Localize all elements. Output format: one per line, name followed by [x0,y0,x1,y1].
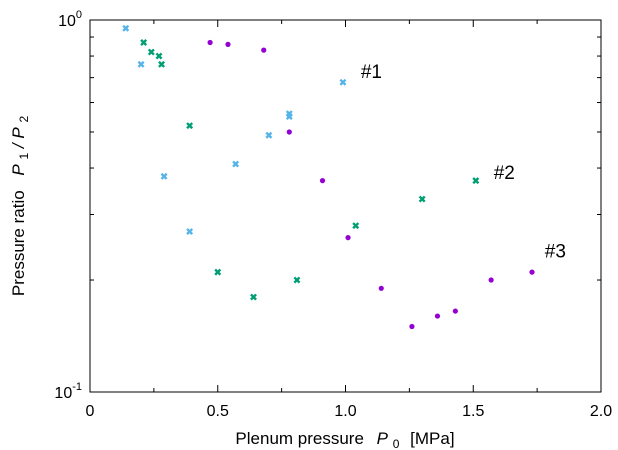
data-point-series-2 [418,195,426,203]
data-point-series-2 [250,293,257,301]
data-point-series-3 [452,308,458,314]
x-axis-title-prefix: Plenum pressure [235,429,364,448]
data-point-series-3 [378,285,384,291]
data-point-series-2 [147,48,155,56]
data-point-series-1 [232,160,240,168]
data-point-series-3 [488,277,494,283]
y-axis-slash: / [9,141,28,149]
data-point-series-2 [352,222,360,230]
data-point-series-3 [345,235,351,241]
series-label-3: #3 [545,242,566,263]
data-point-series-2 [158,60,165,68]
axis-ticks [89,19,602,393]
series-label-2: #2 [494,163,515,184]
data-point-series-3 [261,47,267,53]
series-label-1: #1 [361,62,382,83]
data-point-series-1 [339,78,347,86]
y-tick-exponent: -1 [72,381,82,393]
data-point-series-3 [434,313,441,319]
x-axis-subscript: 0 [393,437,400,450]
data-point-series-2 [155,52,163,60]
y-tick-label: 100 [58,9,82,30]
data-point-series-3 [225,41,231,47]
y-tick-exponent: 0 [76,9,82,21]
data-point-series-3 [409,323,415,330]
data-point-series-3 [529,269,535,275]
y-axis-title: Pressure ratio P 1 / P 2 [9,116,32,297]
data-point-series-1 [265,131,273,139]
y-tick-base: 10 [58,13,76,30]
series-labels: #1 #2 #3 [361,62,566,263]
x-tick-label: 1.0 [334,403,356,420]
y-axis-symbol-a: P [9,164,28,176]
data-point-series-2 [186,122,194,130]
y-axis-subscript-a: 1 [17,153,31,160]
data-point-series-2 [214,268,222,276]
data-point-series-3 [319,178,326,184]
x-axis-title: Plenum pressure P 0 [MPa] [235,429,454,450]
data-point-series-1 [285,110,293,118]
plot-frame [89,19,602,393]
data-point-series-2 [140,39,148,46]
y-axis-symbol-b: P [9,127,28,139]
y-axis-title-prefix: Pressure ratio [9,190,28,296]
data-point-series-1 [137,60,145,68]
x-axis-symbol: P [377,429,389,448]
x-tick-label: 1.5 [462,403,484,420]
data-points [122,24,535,330]
data-point-series-3 [286,129,292,135]
data-point-series-1 [160,172,168,180]
data-point-series-1 [186,228,194,235]
data-point-series-2 [472,177,480,185]
y-axis-subscript-b: 2 [17,116,31,123]
x-tick-labels: 0 0.5 1.0 1.5 2.0 [86,403,613,420]
y-tick-base: 10 [54,385,72,402]
data-point-series-3 [207,39,213,46]
x-tick-label: 0 [86,403,95,420]
x-tick-label: 0.5 [207,403,229,420]
x-tick-label: 2.0 [590,403,612,420]
data-point-series-1 [122,24,130,32]
x-axis-unit: [MPa] [410,429,454,448]
data-point-series-2 [293,276,301,284]
y-tick-label: 10-1 [54,381,82,402]
